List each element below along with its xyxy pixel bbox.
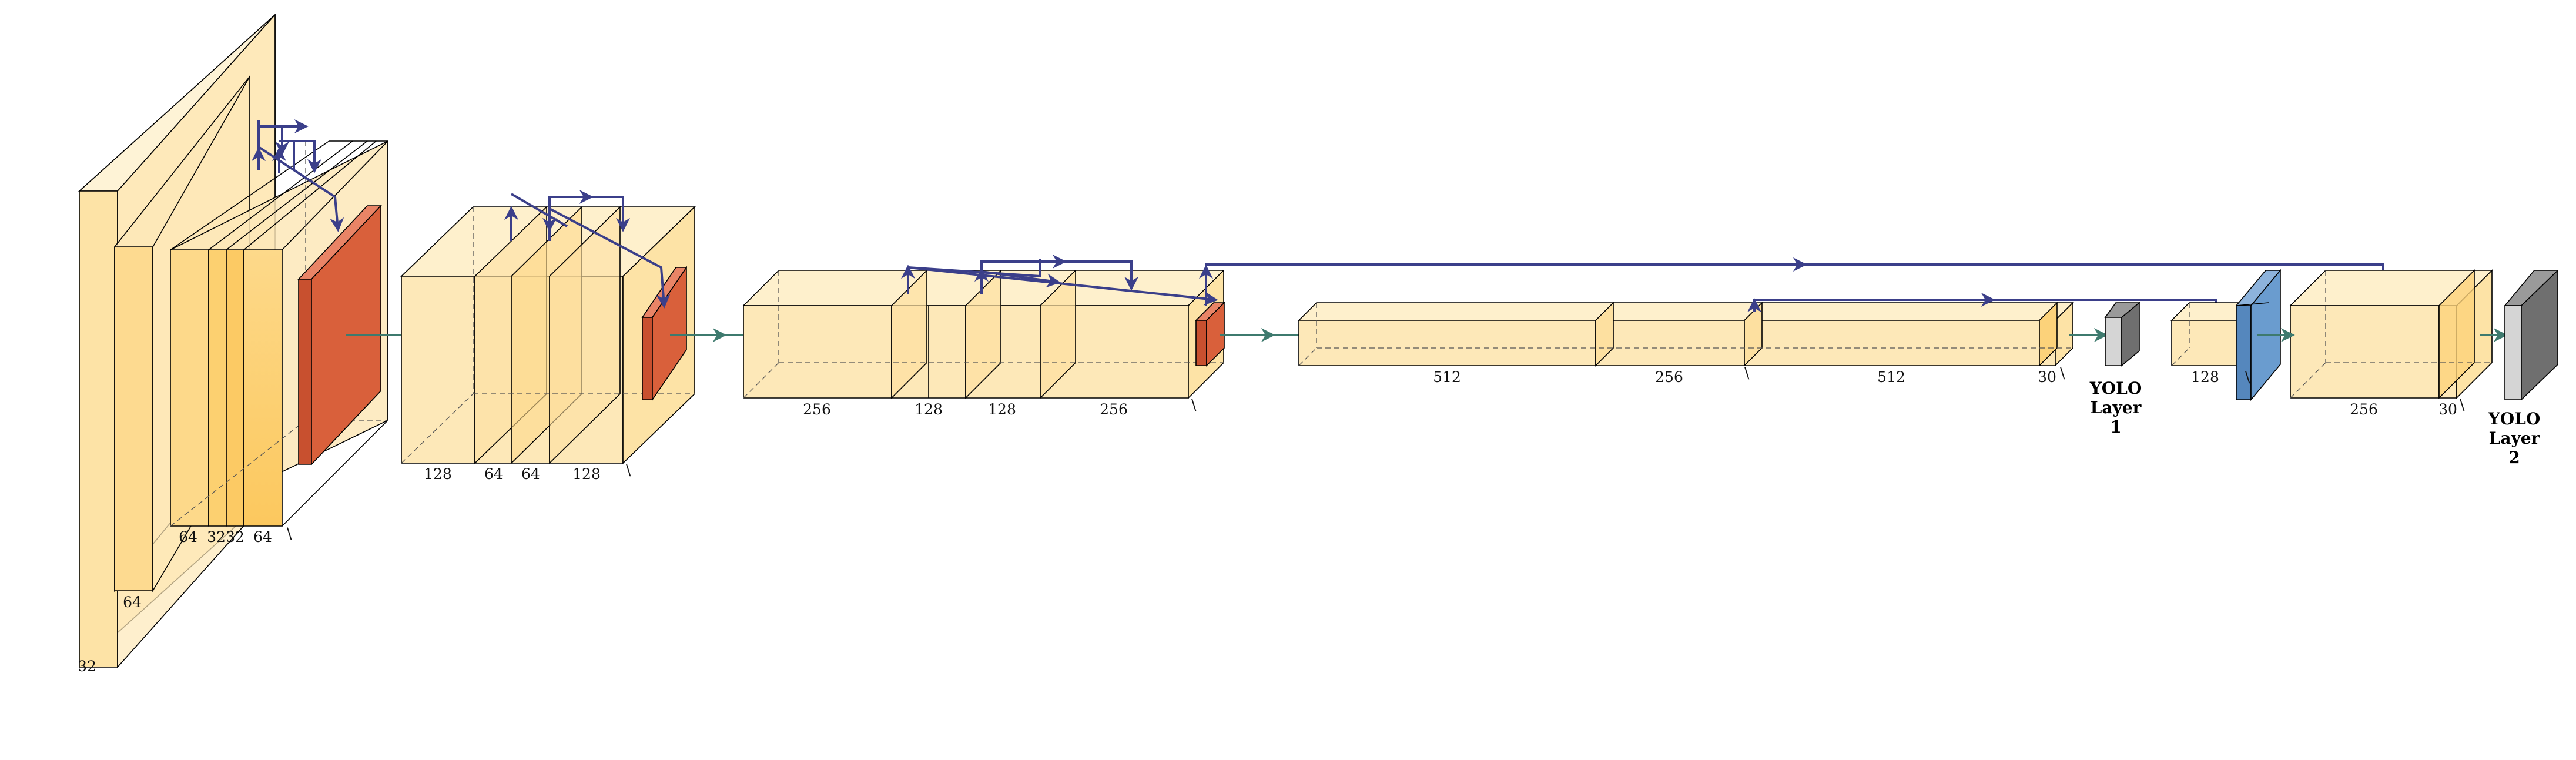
stage4-label-3: 30 <box>2038 369 2056 386</box>
stage3-label-2: 128 <box>988 401 1016 418</box>
stage2-labels: 128 64 64 128 \ <box>424 461 631 483</box>
stage5-labels: 128 256 30 \ \ <box>2191 369 2465 418</box>
stage4-labels: 512 256 512 30 \ \ <box>1433 364 2065 386</box>
stage5-label-0: 128 <box>2191 369 2219 386</box>
stage4-label-2: 512 <box>1877 369 1905 386</box>
stage3-labels: 256 128 128 256 \ <box>803 396 1197 418</box>
stage5-upsample <box>2170 269 2282 401</box>
stage5-mark-0: \ <box>2245 369 2250 386</box>
stage1-skip-connections <box>252 119 344 232</box>
stage1-label-1: 64 <box>123 594 142 611</box>
yolo-output-2 <box>2504 269 2559 401</box>
yolo1-line-1: Layer <box>2091 398 2142 417</box>
stage4-label-1: 256 <box>1655 369 1683 386</box>
yolo-output-1 <box>2104 302 2140 367</box>
yolo2-line-2: 2 <box>2508 448 2520 467</box>
yolo2-line-1: Layer <box>2489 428 2541 448</box>
stage5-label-1: 256 <box>2350 401 2378 418</box>
stage1-label-5: 64 <box>253 528 272 545</box>
stage3-mark: \ <box>1191 396 1197 413</box>
stage1-block <box>78 13 388 669</box>
yolo-label-1: YOLO Layer 1 <box>2089 379 2142 437</box>
stage4-mark-1: \ <box>2060 364 2065 381</box>
stage2-label-3: 128 <box>572 466 601 483</box>
stage5-mark-1: \ <box>2460 396 2465 413</box>
stage2-label-1: 64 <box>484 466 503 483</box>
stage2-block <box>400 206 696 464</box>
stage2-mark: \ <box>626 461 631 478</box>
stage3-label-3: 256 <box>1100 401 1128 418</box>
stage5-block <box>2289 269 2493 399</box>
stage5-label-2: 30 <box>2438 401 2457 418</box>
yolo-label-2: YOLO Layer 2 <box>2488 409 2541 467</box>
stage3-skip-connections <box>901 255 1218 306</box>
stage2-label-2: 64 <box>521 466 540 483</box>
stage3-label-1: 128 <box>915 401 943 418</box>
stage1-label-4: 32 <box>226 528 244 545</box>
stage1-label-2: 64 <box>179 528 197 545</box>
stage1-mark: \ <box>287 525 292 542</box>
stage1-label-3: 32 <box>207 528 226 545</box>
stage2-label-0: 128 <box>424 466 452 483</box>
stage1-label-0: 32 <box>78 658 96 675</box>
stage1-labels: 32 64 64 32 32 64 \ <box>78 525 292 675</box>
yolo1-line-2: 1 <box>2110 417 2121 437</box>
yolo1-line-0: YOLO <box>2089 379 2142 398</box>
stage3-label-0: 256 <box>803 401 831 418</box>
stage3-block <box>742 269 1225 399</box>
stage4-label-0: 512 <box>1433 369 1461 386</box>
stage4-block <box>1298 302 2074 367</box>
stage4-mark-0: \ <box>1744 364 1750 381</box>
yolo2-line-0: YOLO <box>2488 409 2540 428</box>
stage2-skip-connections <box>504 190 671 309</box>
